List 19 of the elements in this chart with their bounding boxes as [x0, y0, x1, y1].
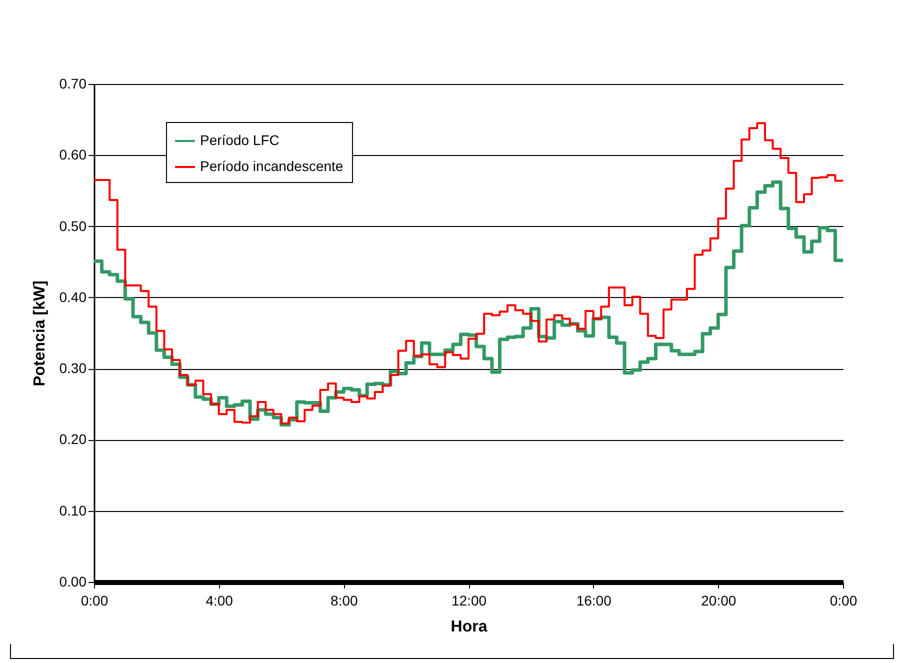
x-tick-label: 0:00 — [830, 592, 858, 608]
y-axis-title: Potencia [kW] — [31, 280, 48, 386]
x-tick-label: 4:00 — [206, 592, 234, 608]
legend-label: Período LFC — [200, 132, 280, 148]
y-tick-label: 0.00 — [59, 574, 87, 590]
y-tick-label: 0.20 — [59, 431, 87, 448]
y-tick-label: 0.30 — [59, 360, 87, 376]
y-tick-label: 0.50 — [59, 218, 87, 234]
x-tick-label: 16:00 — [576, 592, 612, 608]
x-tick-label: 20:00 — [701, 592, 736, 608]
x-tick-label: 0:00 — [80, 592, 108, 608]
x-tick-label: 8:00 — [330, 592, 358, 608]
legend-label: Período incandescente — [200, 158, 344, 174]
y-tick-label: 0.10 — [59, 502, 87, 518]
y-tick-label: 0.60 — [59, 146, 87, 163]
y-tick-label: 0.40 — [59, 288, 87, 305]
x-tick-label: 12:00 — [451, 592, 487, 608]
x-axis-title: Hora — [450, 618, 488, 636]
y-tick-label: 0.70 — [59, 76, 87, 92]
